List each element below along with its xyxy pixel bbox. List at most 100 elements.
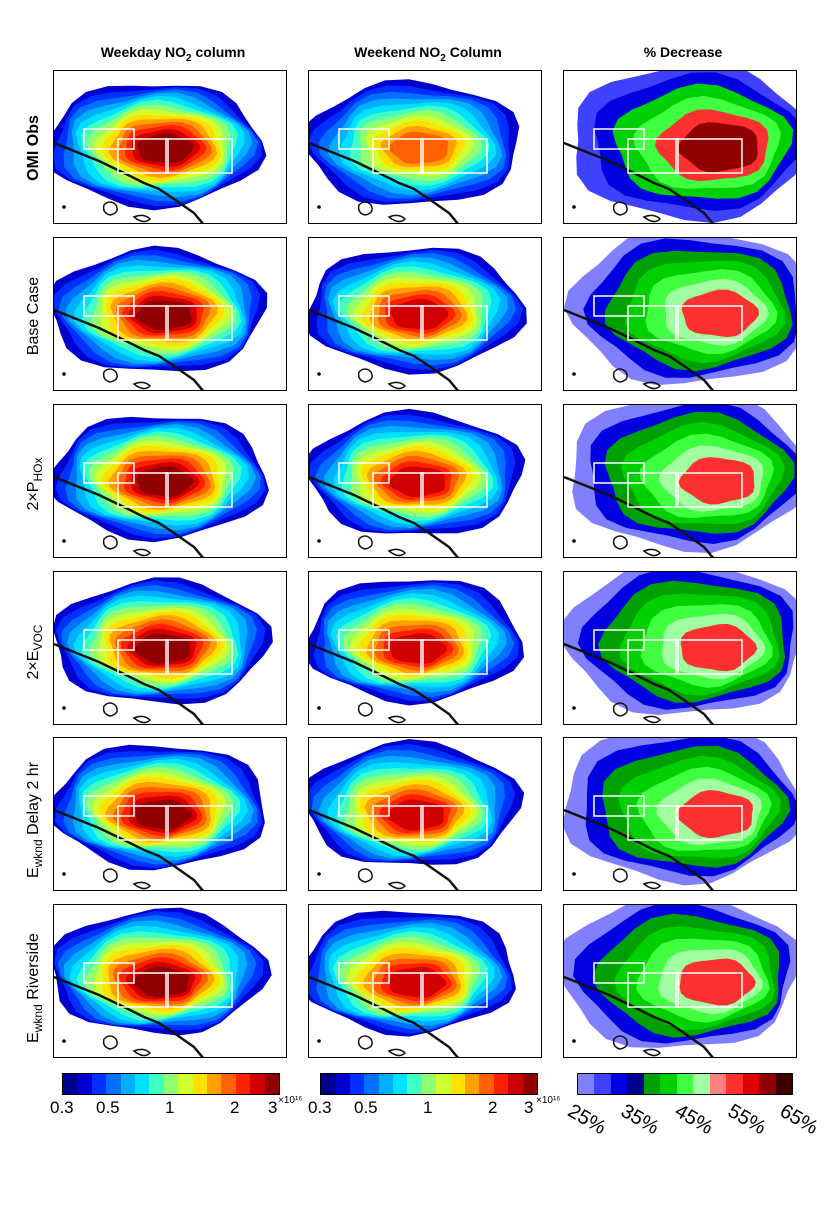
cbar2-tick-4: 3: [524, 1098, 534, 1117]
map-svg: [54, 907, 272, 1057]
cbar3-segment-10: [742, 1074, 760, 1094]
map-panel-r5-c2: [563, 904, 797, 1058]
island: [642, 1048, 662, 1057]
map-panel-r1-c1: [308, 237, 542, 391]
cbar1-segment-7: [163, 1074, 179, 1094]
map-panel-r0-c1: [308, 70, 542, 224]
island: [357, 868, 373, 883]
contour-level: [677, 122, 758, 173]
contour-level: [386, 799, 444, 831]
coastline: [54, 808, 204, 890]
map-panel-r5-c0: [53, 904, 287, 1058]
coastline: [54, 642, 204, 724]
map-svg: [54, 85, 267, 223]
island: [387, 381, 407, 390]
analysis-box: [117, 305, 169, 341]
row-label-riverside: Ewknd Riverside: [25, 933, 46, 1043]
cbar2-segment-14: [522, 1074, 538, 1094]
cbar1-tick-0: 0.3: [50, 1098, 74, 1117]
cbar1-segment-14: [264, 1074, 280, 1094]
station-dot: [62, 1039, 66, 1043]
contour-level: [388, 466, 446, 498]
map-panel-r4-c1: [308, 737, 542, 891]
cbar1-segment-13: [250, 1074, 265, 1094]
island: [612, 368, 628, 383]
cbar2-segment-9: [450, 1074, 466, 1094]
island: [612, 201, 628, 216]
coastline: [564, 308, 714, 390]
station-dot: [62, 205, 66, 209]
contour-level: [389, 633, 448, 664]
station-dot: [62, 706, 66, 710]
analysis-box: [627, 472, 679, 508]
analysis-box: [675, 639, 743, 675]
cbar3-tick-2: 45%: [671, 1100, 717, 1140]
island: [132, 881, 152, 890]
island: [102, 535, 118, 550]
island: [102, 1035, 118, 1050]
map-panel-r3-c0: [53, 571, 287, 725]
map-svg: [309, 580, 525, 724]
station-dot: [317, 872, 321, 876]
cbar3-segment-12: [775, 1074, 793, 1094]
map-panel-r2-c0: [53, 404, 287, 558]
cbar2-segment-0: [321, 1074, 336, 1094]
contour-level: [135, 300, 192, 331]
cbar3-tick-1: 35%: [617, 1100, 663, 1140]
analysis-box: [420, 472, 488, 508]
map-svg: [54, 416, 269, 557]
coastline: [309, 308, 459, 390]
map-svg: [309, 79, 520, 223]
map-panel-r0-c2: [563, 70, 797, 224]
island: [642, 548, 662, 557]
station-dot: [62, 372, 66, 376]
analysis-box: [372, 972, 424, 1008]
analysis-box: [420, 138, 488, 174]
coastline: [54, 975, 204, 1057]
map-panel-r3-c2: [563, 571, 797, 725]
coastline: [309, 808, 459, 890]
island: [357, 368, 373, 383]
analysis-box: [372, 639, 424, 675]
map-svg: [309, 247, 527, 390]
contour-level: [135, 799, 192, 830]
map-svg: [564, 738, 796, 890]
map-panel-r4-c0: [53, 737, 287, 891]
cbar3-segment-4: [643, 1074, 661, 1094]
island: [387, 881, 407, 890]
island: [132, 381, 152, 390]
map-svg: [54, 577, 273, 724]
colorbar-weekend: [320, 1073, 538, 1095]
coastline: [564, 975, 714, 1057]
island: [612, 1035, 628, 1050]
row-label-base: Base Case: [25, 276, 42, 356]
contour-level: [389, 967, 447, 998]
cbar2-segment-6: [407, 1074, 422, 1094]
coastline: [309, 475, 459, 557]
cbar2-multiplier: ×10¹⁶: [536, 1095, 561, 1106]
cbar2-segment-3: [364, 1074, 379, 1094]
cbar3-segment-5: [660, 1074, 677, 1094]
island: [102, 368, 118, 383]
cbar1-tick-3: 2: [230, 1098, 240, 1117]
analysis-box: [675, 972, 743, 1008]
cbar2-segment-10: [465, 1074, 480, 1094]
cbar2-tick-0: 0.3: [308, 1098, 332, 1117]
analysis-box: [117, 805, 169, 841]
cbar2-tick-1: 0.5: [354, 1098, 378, 1117]
contour-level: [388, 131, 449, 164]
island: [102, 201, 118, 216]
analysis-box: [372, 305, 424, 341]
cbar2-segment-7: [421, 1074, 437, 1094]
row-label-delay: Ewknd Delay 2 hr: [25, 761, 46, 879]
island: [132, 214, 152, 223]
analysis-box: [117, 472, 169, 508]
island: [642, 381, 662, 390]
island: [642, 715, 662, 724]
cbar1-tick-1: 0.5: [96, 1098, 120, 1117]
cbar2-segment-11: [479, 1074, 494, 1094]
contour-level: [136, 466, 194, 497]
coastline: [564, 475, 714, 557]
row-label-omi: OMI Obs: [25, 115, 42, 181]
cbar1-segment-0: [63, 1074, 78, 1094]
